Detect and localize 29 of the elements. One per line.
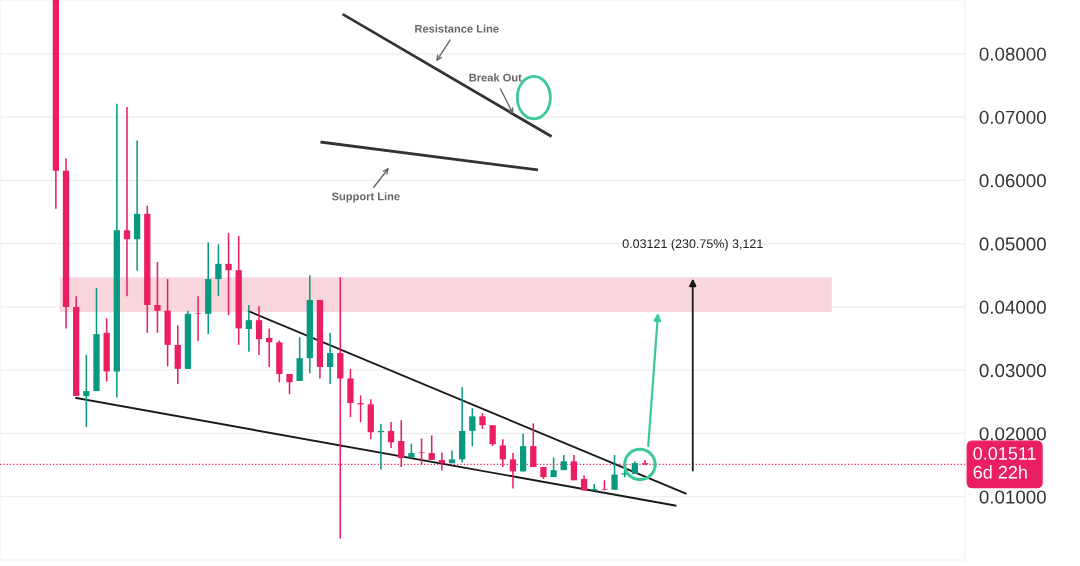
candlestick	[154, 261, 161, 334]
candlestick	[611, 454, 618, 491]
y-tick-label: 0.06000	[979, 174, 1046, 188]
y-tick-label: 0.03000	[979, 363, 1046, 378]
candlestick	[418, 437, 425, 466]
candlestick	[469, 407, 476, 447]
candlestick	[428, 434, 435, 461]
annotation: 0.03121 (230.75%) 3,121	[622, 238, 763, 251]
candlestick	[387, 421, 395, 449]
candlestick	[83, 354, 90, 428]
y-tick-label: 0.08000	[979, 47, 1046, 61]
y-tick-label: 0.02000	[979, 427, 1046, 441]
annotation: Resistance Line	[415, 24, 499, 33]
candlestick	[225, 232, 232, 316]
ref-line-label: 0.01511 6d 22h	[973, 447, 1036, 479]
y-tick-label: 0.05000	[979, 237, 1046, 251]
candlestick	[255, 305, 263, 356]
y-tick-label: 0.01000	[979, 490, 1046, 504]
y-tick-label: 0.07000	[979, 110, 1046, 125]
annotation: Support Line	[331, 192, 400, 203]
candlestick	[245, 304, 253, 353]
candlestick	[296, 336, 303, 382]
candlestick	[194, 295, 202, 342]
y-tick-label: 0.04000	[979, 300, 1046, 314]
candlestick	[215, 243, 222, 297]
candlestick	[123, 106, 131, 297]
annotation: Break Out	[469, 73, 522, 82]
candlestick	[489, 424, 496, 447]
candlestick	[326, 332, 334, 385]
